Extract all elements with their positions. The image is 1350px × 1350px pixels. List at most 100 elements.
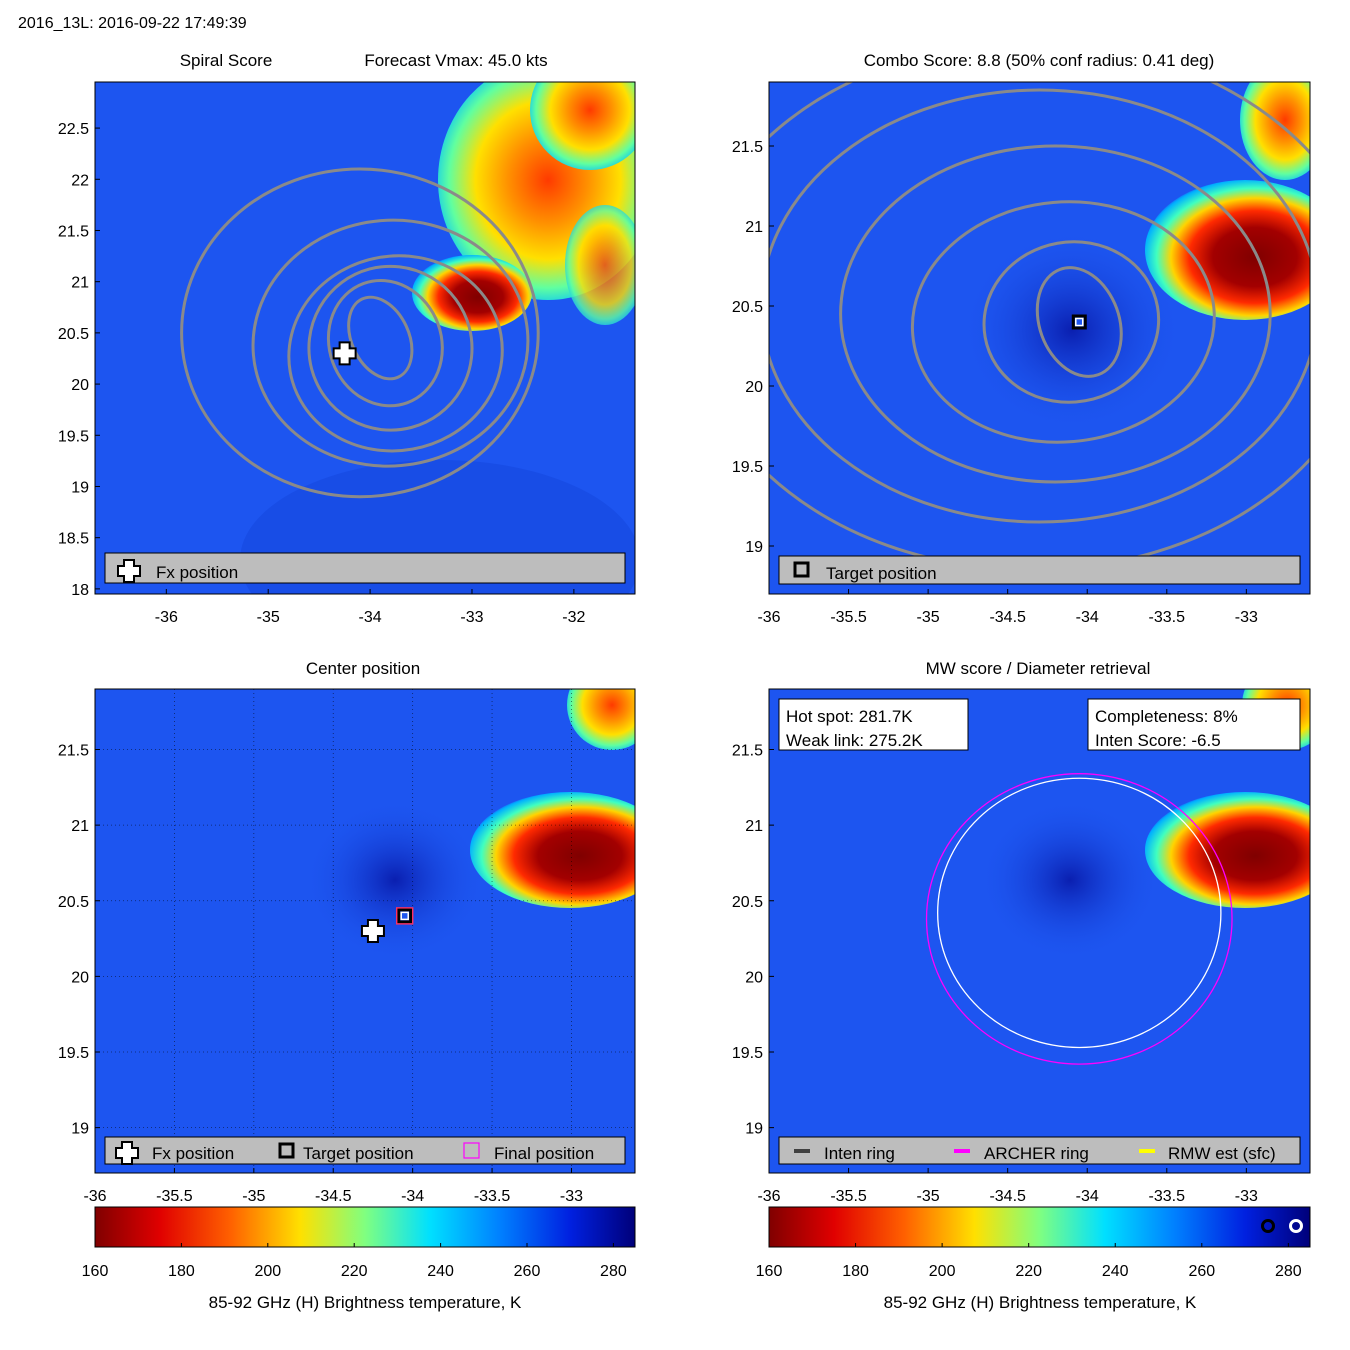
spiral-legend <box>104 552 626 584</box>
spiral-ytick-label: 19.5 <box>58 428 89 445</box>
combo-contour-line <box>1035 266 1123 378</box>
combo-contour-line <box>910 200 1216 444</box>
center-xtick-label: -33.5 <box>474 1188 511 1205</box>
mw-legend-archer: ARCHER ring <box>984 1144 1089 1163</box>
combo-ytick-label: 19.5 <box>732 459 763 476</box>
mw-ytick-label: 20.5 <box>732 894 763 911</box>
center-xtick-label: -34.5 <box>315 1188 352 1205</box>
center-colorbar-tick-label: 220 <box>341 1263 368 1280</box>
spiral-title: Spiral Score <box>180 51 273 70</box>
combo-contour-line <box>982 240 1161 404</box>
center-hot-cell <box>470 792 635 908</box>
center-cold-core <box>305 800 485 960</box>
mw-colorbar-tick-label: 260 <box>1188 1263 1215 1280</box>
spiral-ytick-label: 18 <box>71 582 89 599</box>
mw-legend-rmw: RMW est (sfc) <box>1168 1144 1276 1163</box>
mw-completeness: Completeness: 8% <box>1095 707 1238 726</box>
combo-legend-label: Target position <box>826 564 937 583</box>
center-xtick-label: -33 <box>560 1188 583 1205</box>
center-ytick-label: 20 <box>71 969 89 986</box>
center-colorbar <box>94 1206 636 1248</box>
center-ytick-label: 19.5 <box>58 1045 89 1062</box>
combo-ytick-label: 19 <box>745 539 763 556</box>
mw-colorbar-label: 85-92 GHz (H) Brightness temperature, K <box>884 1293 1197 1312</box>
combo-axes-frame <box>768 81 1311 595</box>
mw-legend <box>778 1136 1301 1165</box>
square-icon <box>278 1142 295 1159</box>
combo-ytick-label: 21 <box>745 219 763 236</box>
white-ring-icon <box>1289 1219 1303 1233</box>
spiral-contours <box>180 167 540 499</box>
center-xtick-label: -35.5 <box>156 1188 193 1205</box>
center-colorbar-tick-label: 200 <box>254 1263 281 1280</box>
mw-hot-cell <box>1145 792 1310 908</box>
spiral-warm-cell-3 <box>565 205 635 325</box>
mw-title: MW score / Diameter retrieval <box>926 659 1151 678</box>
square-icon <box>793 561 810 578</box>
mw-inten-ring <box>937 777 1222 1049</box>
combo-xtick-label: -36 <box>757 609 780 626</box>
mw-xtick-label: -36 <box>757 1188 780 1205</box>
spiral-xtick-label: -33 <box>460 609 483 626</box>
spiral-ytick-label: 20.5 <box>58 326 89 343</box>
mw-xtick-label: -34 <box>1076 1188 1099 1205</box>
cross-icon <box>115 1141 139 1165</box>
mw-colorbar-tick-label: 200 <box>929 1263 956 1280</box>
spiral-contour-line <box>180 167 540 499</box>
cross-icon <box>117 559 141 583</box>
combo-xtick-label: -35.5 <box>830 609 867 626</box>
combo-legend <box>778 555 1301 585</box>
mw-xtick-label: -33 <box>1235 1188 1258 1205</box>
center-ytick-label: 19 <box>71 1121 89 1138</box>
center-legend-final: Final position <box>494 1144 594 1163</box>
center-title: Center position <box>306 659 420 678</box>
mw-ytick-label: 20 <box>745 969 763 986</box>
spiral-warm-cell-2 <box>530 82 635 170</box>
center-legend <box>104 1136 626 1165</box>
spiral-ytick-label: 21 <box>71 275 89 292</box>
center-xtick-label: -36 <box>83 1188 106 1205</box>
center-warm-cell <box>567 689 635 750</box>
mw-ytick-label: 19 <box>745 1121 763 1138</box>
spiral-contour-line <box>287 254 504 453</box>
combo-xtick-label: -34 <box>1076 609 1099 626</box>
mw-panel: MW score / Diameter retrieval -36 -35.5 -3… <box>732 659 1311 1312</box>
mw-colorbar-tick-label: 180 <box>842 1263 869 1280</box>
spiral-ytick-label: 19 <box>71 479 89 496</box>
mw-legend-inten: Inten ring <box>824 1144 895 1163</box>
black-ring-icon <box>1261 1219 1275 1233</box>
mw-weak-link: Weak link: 275.2K <box>786 731 923 750</box>
mw-ytick-label: 21 <box>745 818 763 835</box>
spiral-xtick-label: -32 <box>562 609 585 626</box>
center-ytick-label: 21.5 <box>58 743 89 760</box>
mw-colorbar-tick-label: 160 <box>756 1263 783 1280</box>
spiral-xtick-label: -34 <box>359 609 382 626</box>
center-legend-fx: Fx position <box>152 1144 234 1163</box>
combo-ytick-label: 20.5 <box>732 299 763 316</box>
center-colorbar-tick-label: 160 <box>82 1263 109 1280</box>
mw-colorbar-tick-label: 240 <box>1102 1263 1129 1280</box>
combo-xtick-label: -35 <box>917 609 940 626</box>
center-fx-position-marker <box>360 919 385 943</box>
spiral-contour-line <box>307 264 474 432</box>
spiral-ytick-label: 22 <box>71 172 89 189</box>
center-target-inner <box>400 911 409 921</box>
spiral-xtick-label: -35 <box>257 609 280 626</box>
center-ytick-label: 21 <box>71 818 89 835</box>
spiral-ytick-label: 21.5 <box>58 223 89 240</box>
mw-xtick-label: -35 <box>917 1188 940 1205</box>
mw-inten-score: Inten Score: -6.5 <box>1095 731 1221 750</box>
mw-axes-frame <box>768 688 1311 1174</box>
mw-info-right-box <box>1087 698 1301 751</box>
center-gridlines <box>95 689 635 1173</box>
mw-colorbar-tick-label: 220 <box>1015 1263 1042 1280</box>
combo-title: Combo Score: 8.8 (50% conf radius: 0.41 … <box>864 51 1215 70</box>
spiral-ytick-label: 20 <box>71 377 89 394</box>
mw-colorbar-tick-label: 280 <box>1275 1263 1302 1280</box>
center-final-position-marker <box>396 907 414 925</box>
center-panel: Center position -36 -35.5 -35 -34.5 -34 -33.5… <box>58 659 636 1312</box>
center-legend-target: Target position <box>303 1144 414 1163</box>
combo-contour-line <box>839 144 1272 484</box>
mw-xtick-label: -34.5 <box>989 1188 1026 1205</box>
mw-info-left-box <box>778 698 969 751</box>
